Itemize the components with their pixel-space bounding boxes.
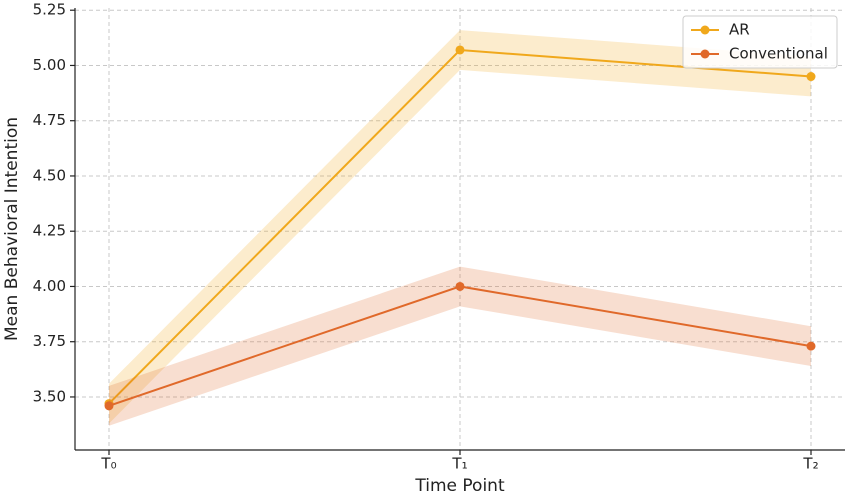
y-tick-label: 3.50 xyxy=(33,387,66,405)
y-tick-label: 4.25 xyxy=(33,222,66,240)
x-tick-label: T₀ xyxy=(100,455,116,473)
point xyxy=(455,45,465,55)
x-tick-label: T₁ xyxy=(451,455,467,473)
legend-box xyxy=(682,15,838,69)
y-tick-label: 4.00 xyxy=(33,277,66,295)
y-tick-label: 4.75 xyxy=(33,111,66,129)
y-tick-label: 3.75 xyxy=(33,332,66,350)
legend-label: Conventional xyxy=(729,45,828,63)
point xyxy=(806,341,816,351)
point xyxy=(104,401,114,411)
y-tick-label: 4.50 xyxy=(33,166,66,184)
point xyxy=(455,281,465,291)
y-tick-label: 5.25 xyxy=(33,1,66,19)
x-tick-label: T₂ xyxy=(802,455,818,473)
error-band xyxy=(109,30,811,424)
legend-marker xyxy=(700,49,710,59)
error-band xyxy=(109,266,811,426)
y-axis-title: Mean Behavioral Intention xyxy=(2,117,22,341)
legend-marker xyxy=(700,25,710,35)
legend-label: AR xyxy=(729,21,750,39)
point xyxy=(806,72,816,82)
y-tick-label: 5.00 xyxy=(33,56,66,74)
x-axis-title: Time Point xyxy=(414,476,505,496)
